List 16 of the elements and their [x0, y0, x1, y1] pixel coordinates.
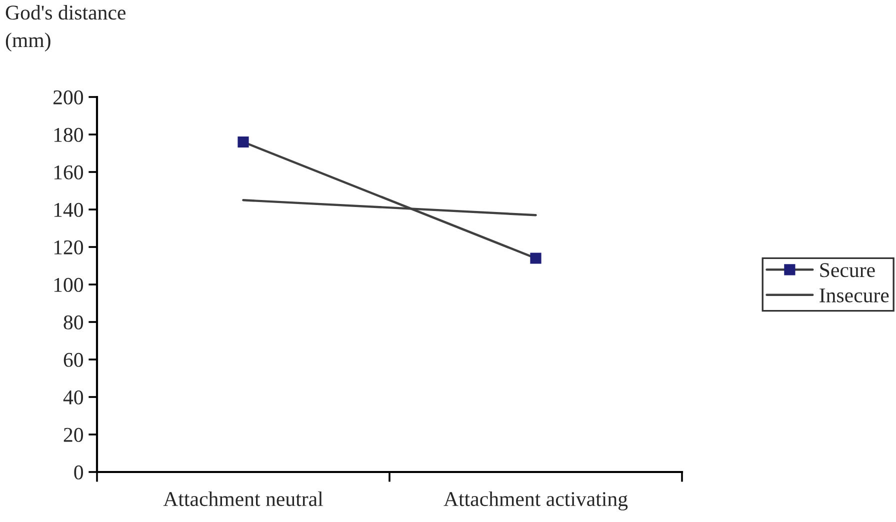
y-tick-label: 160: [54, 165, 84, 180]
y-tick-label: 200: [53, 90, 84, 104]
y-tick-label: 60: [64, 352, 84, 367]
y-tick-label: 80: [64, 315, 84, 330]
x-tick-label: Attachment activating: [444, 491, 628, 510]
x-tick-label: Attachment neutral: [163, 491, 323, 506]
y-tick-label: 20: [64, 428, 84, 442]
y-tick-label: 100: [54, 278, 84, 292]
y-tick-label: 180: [54, 128, 84, 142]
legend-label: Insecure: [820, 288, 889, 302]
y-tick-label: 120: [54, 240, 84, 254]
legend-label: Secure: [820, 263, 875, 278]
y-tick-label: 0: [74, 465, 84, 480]
y-tick-label: 40: [63, 390, 84, 404]
y-axis-title: God's distance (mm): [6, 5, 126, 52]
y-tick-label: 140: [54, 202, 84, 217]
